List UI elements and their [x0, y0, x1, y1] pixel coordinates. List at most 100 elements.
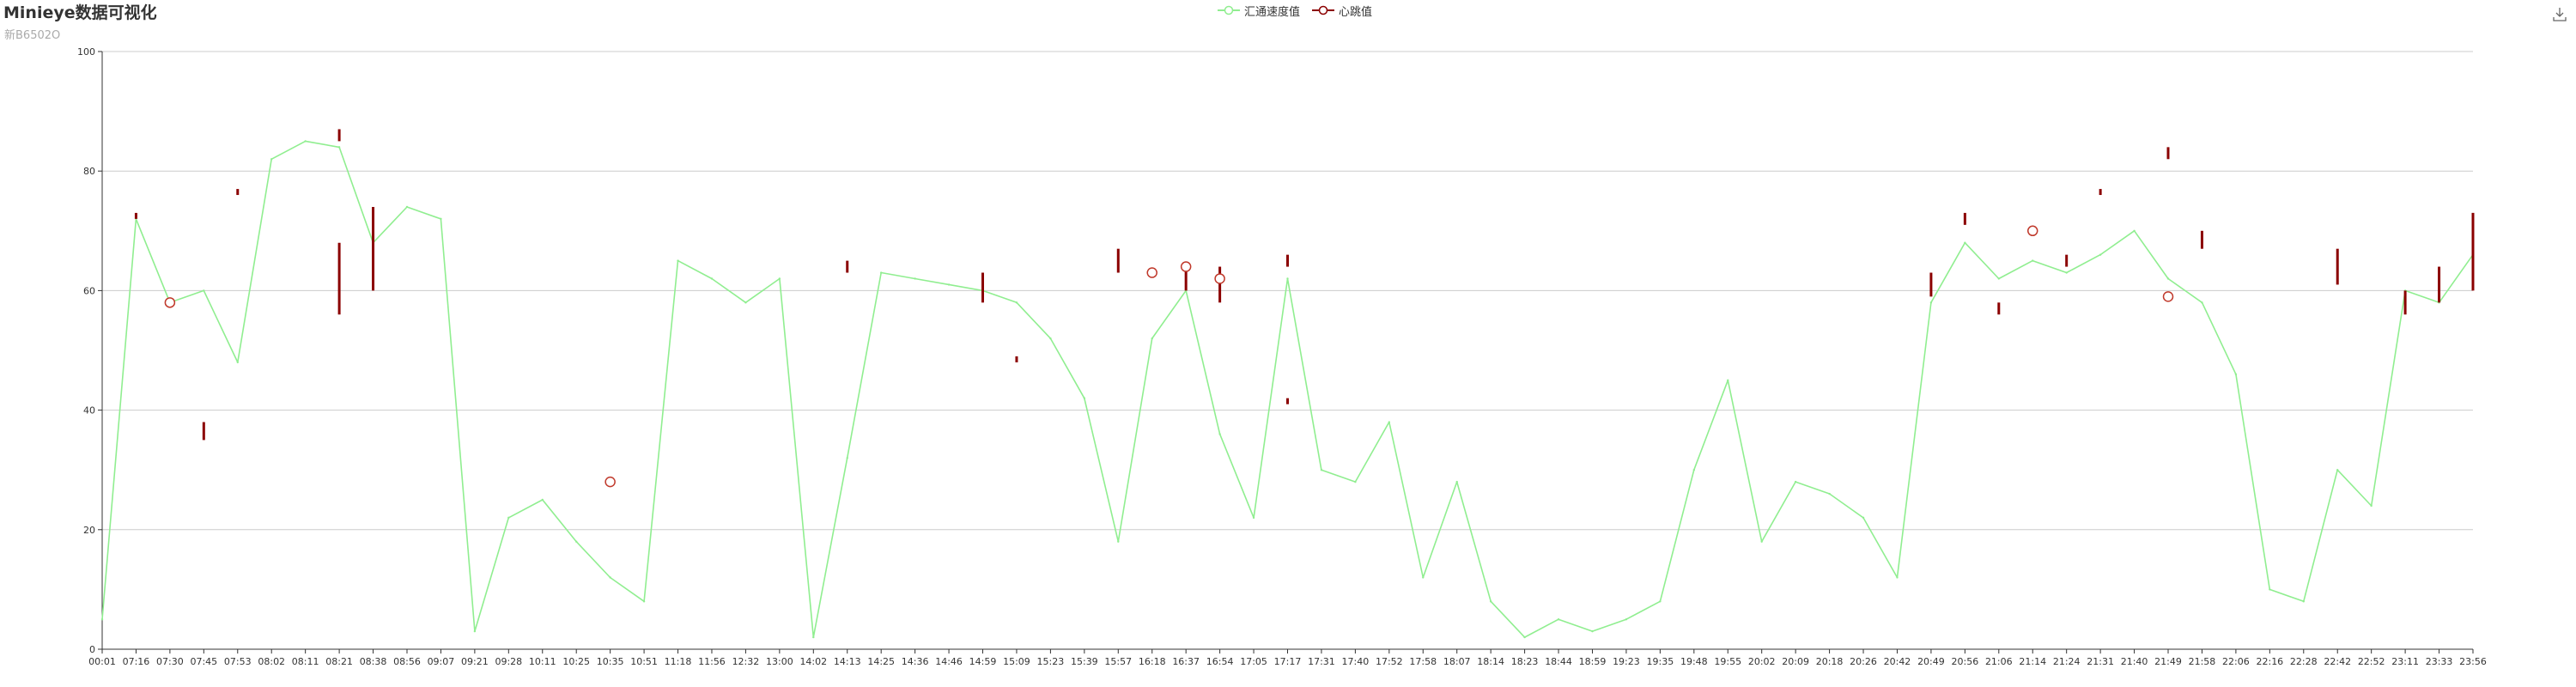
speed-point	[1659, 600, 1662, 603]
x-tick-label: 20:56	[1952, 656, 1979, 667]
speed-point	[2166, 277, 2170, 280]
speed-point	[1862, 516, 1865, 520]
chart-title: Minieye数据可视化	[3, 3, 157, 22]
x-tick-label: 20:26	[1850, 656, 1877, 667]
speed-point	[337, 146, 341, 149]
x-tick-label: 16:18	[1139, 656, 1166, 667]
x-tick-label: 10:25	[562, 656, 590, 667]
x-tick-label: 23:11	[2391, 656, 2419, 667]
download-icon[interactable]	[2550, 5, 2569, 24]
x-tick-label: 17:58	[1409, 656, 1437, 667]
x-tick-label: 21:49	[2154, 656, 2182, 667]
x-tick-label: 14:13	[834, 656, 861, 667]
x-tick-label: 17:17	[1274, 656, 1302, 667]
x-tick-label: 17:40	[1342, 656, 1370, 667]
speed-point	[440, 217, 442, 221]
speed-line	[101, 140, 2474, 638]
speed-point	[575, 540, 578, 543]
x-tick-label: 15:39	[1071, 656, 1098, 667]
x-tick-label: 19:48	[1680, 656, 1708, 667]
series-speed	[100, 140, 2475, 639]
x-tick-label: 21:24	[2053, 656, 2081, 667]
heartbeat-marker	[164, 297, 176, 308]
y-tick-label: 100	[77, 46, 95, 58]
speed-point	[947, 283, 951, 286]
speed-point	[2302, 600, 2305, 603]
heartbeat-marker	[2026, 225, 2038, 237]
x-tick-label: 10:11	[529, 656, 556, 667]
speed-point	[1117, 540, 1120, 543]
x-tick-label: 15:57	[1104, 656, 1132, 667]
y-tick-label: 80	[83, 166, 95, 177]
speed-point	[1218, 433, 1221, 435]
x-axis: 00:01 07:16 07:30 07:45 07:53 08:02 08:11 08:21…	[88, 649, 2487, 667]
speed-point	[812, 635, 815, 639]
speed-point	[1896, 576, 1899, 579]
speed-point	[2336, 469, 2339, 471]
legend-item-speed[interactable]: 汇通速度值	[1218, 3, 1300, 19]
speed-point	[1083, 397, 1086, 399]
x-tick-label: 07:53	[224, 656, 252, 667]
heartbeat-marker	[605, 476, 616, 488]
speed-point	[1557, 618, 1560, 621]
x-tick-label: 09:28	[495, 656, 522, 667]
grid-lines	[102, 51, 2473, 650]
speed-point	[778, 277, 781, 280]
x-tick-label: 08:38	[360, 656, 387, 667]
speed-point	[2201, 301, 2203, 304]
x-tick-label: 18:23	[1511, 656, 1539, 667]
speed-point	[1828, 492, 1831, 495]
heartbeat-marker	[1214, 273, 1225, 284]
x-tick-label: 20:09	[1782, 656, 1809, 667]
speed-point	[609, 576, 611, 579]
x-tick-label: 00:01	[88, 656, 116, 667]
speed-point	[2133, 229, 2136, 232]
speed-point	[1489, 600, 1492, 603]
x-tick-label: 21:40	[2121, 656, 2148, 667]
x-tick-label: 20:42	[1884, 656, 1911, 667]
speed-point	[2099, 253, 2102, 256]
x-tick-label: 20:49	[1917, 656, 1945, 667]
x-tick-label: 11:18	[665, 656, 692, 667]
x-tick-label: 18:07	[1443, 656, 1471, 667]
speed-point	[473, 629, 477, 633]
speed-point	[405, 205, 409, 209]
chart-subtitle: 新B6502O	[4, 29, 61, 42]
x-tick-label: 10:35	[597, 656, 624, 667]
x-tick-label: 14:25	[867, 656, 895, 667]
x-tick-label: 17:52	[1376, 656, 1403, 667]
x-tick-label: 08:21	[325, 656, 353, 667]
x-tick-label: 22:06	[2222, 656, 2250, 667]
series-heartbeat	[134, 129, 2475, 488]
speed-point	[1794, 480, 1797, 483]
legend-item-heartbeat[interactable]: 心跳值	[1312, 3, 1372, 19]
chart-legend: 汇通速度值 心跳值	[1218, 2, 1372, 19]
heartbeat-marker	[1146, 267, 1157, 278]
speed-point	[1929, 301, 1933, 304]
speed-point	[1692, 469, 1696, 471]
legend-speed-label: 汇通速度值	[1244, 5, 1301, 19]
y-tick-label: 40	[83, 405, 95, 416]
x-tick-label: 14:59	[969, 656, 997, 667]
speed-point	[846, 457, 848, 459]
y-tick-label: 20	[83, 525, 95, 536]
speed-point	[2234, 373, 2238, 376]
x-tick-label: 22:42	[2324, 656, 2351, 667]
x-tick-label: 17:31	[1308, 656, 1335, 667]
speed-point	[2269, 588, 2271, 591]
y-axis: 0 20 40 60 80 100	[77, 46, 103, 655]
x-tick-label: 15:23	[1037, 656, 1065, 667]
x-tick-label: 18:59	[1579, 656, 1607, 667]
x-tick-label: 08:02	[258, 656, 285, 667]
x-tick-label: 23:56	[2459, 656, 2487, 667]
x-tick-label: 19:35	[1647, 656, 1674, 667]
speed-point	[744, 301, 747, 304]
x-tick-label: 20:02	[1748, 656, 1776, 667]
speed-point	[2065, 271, 2068, 274]
heartbeat-marker	[2162, 291, 2174, 302]
legend-speed-icon	[1218, 5, 1240, 15]
x-tick-label: 19:23	[1613, 656, 1640, 667]
x-tick-label: 21:14	[2019, 656, 2046, 667]
x-tick-label: 22:16	[2256, 656, 2283, 667]
